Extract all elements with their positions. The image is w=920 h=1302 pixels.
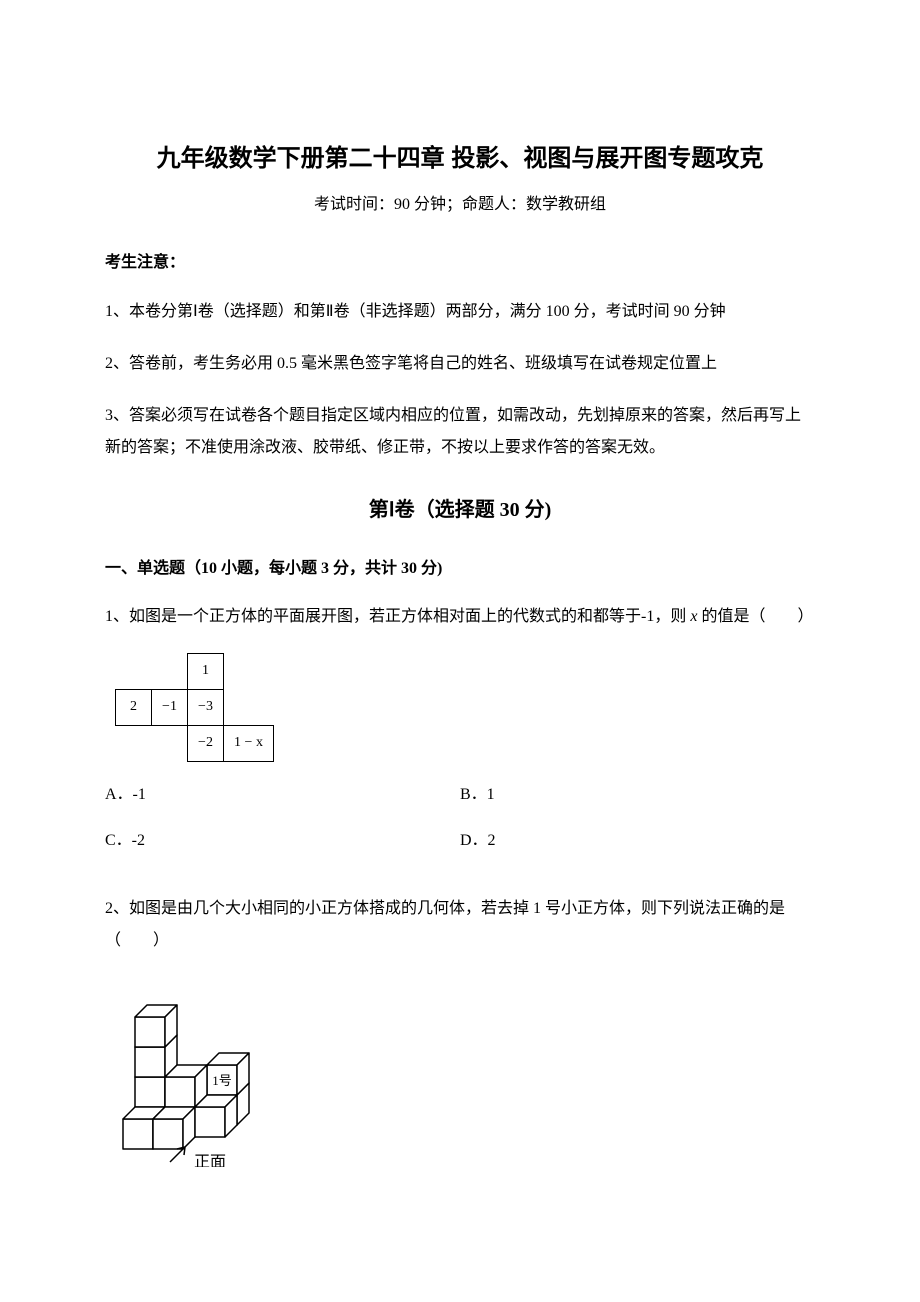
question-2-text: 2、如图是由几个大小相同的小正方体搭成的几何体，若去掉 1 号小正方体，则下列说… [105, 893, 815, 957]
notice-header: 考生注意： [105, 250, 815, 276]
front-arrow-label: 正面 [194, 1154, 226, 1167]
q1-option-d: D．2 [460, 828, 815, 854]
q1-option-b: B．1 [460, 782, 815, 808]
cube-net-diagram: 1 2 −1 −3 −2 1 − x [115, 653, 815, 762]
q1-suffix: 的值是（ ） [697, 608, 813, 625]
notice-item-3: 3、答案必须写在试卷各个题目指定区域内相应的位置，如需改动，先划掉原来的答案，然… [105, 400, 815, 464]
net-cell-r3c3: −2 [188, 726, 224, 762]
page-subtitle: 考试时间：90 分钟；命题人：数学教研组 [105, 192, 815, 218]
notice-item-1: 1、本卷分第Ⅰ卷（选择题）和第Ⅱ卷（非选择题）两部分，满分 100 分，考试时间… [105, 296, 815, 328]
cube-net-table: 1 2 −1 −3 −2 1 − x [115, 653, 274, 762]
q1-option-c: C．-2 [105, 828, 460, 854]
net-cell-r2c3: −3 [188, 690, 224, 726]
section-header: 第Ⅰ卷（选择题 30 分) [105, 494, 815, 526]
subsection-header: 一、单选题（10 小题，每小题 3 分，共计 30 分) [105, 556, 815, 582]
net-cell-r1c3: 1 [188, 654, 224, 690]
net-cell-r2c1: 2 [116, 690, 152, 726]
net-cell-r3c4: 1 − x [224, 726, 274, 762]
net-cell-r2c2: −1 [152, 690, 188, 726]
q1-prefix: 1、如图是一个正方体的平面展开图，若正方体相对面上的代数式的和都等于-1，则 [105, 608, 690, 625]
question-1-text: 1、如图是一个正方体的平面展开图，若正方体相对面上的代数式的和都等于-1，则 x… [105, 601, 815, 633]
page-title: 九年级数学下册第二十四章 投影、视图与展开图专题攻克 [105, 140, 815, 178]
cube-svg: 1号 正面 [115, 977, 275, 1167]
notice-item-2: 2、答卷前，考生务必用 0.5 毫米黑色签字笔将自己的姓名、班级填写在试卷规定位… [105, 348, 815, 380]
q1-option-a: A．-1 [105, 782, 460, 808]
q1-options: A．-1 B．1 C．-2 D．2 [105, 782, 815, 873]
cube-label-1: 1号 [212, 1073, 232, 1088]
cube-figure: 1号 正面 [115, 977, 275, 1167]
